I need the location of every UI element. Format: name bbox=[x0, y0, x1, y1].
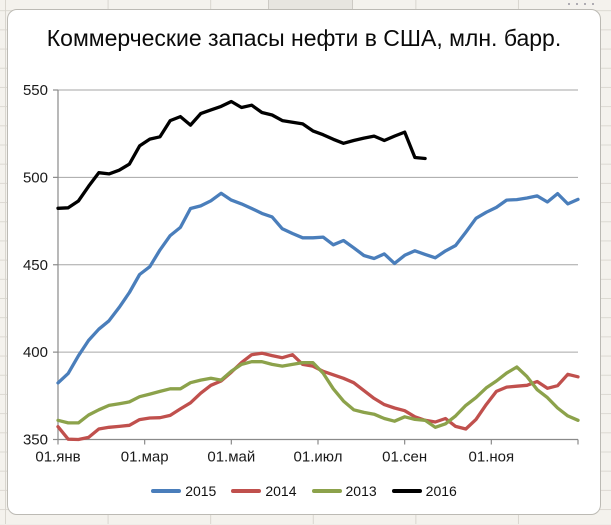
legend-item-2015: 2015 bbox=[151, 483, 216, 499]
clipped-cell bbox=[268, 0, 595, 10]
legend-item-2016: 2016 bbox=[391, 483, 457, 499]
series-line-2016 bbox=[56, 99, 427, 210]
chart-object[interactable]: Коммерческие запасы нефти в США, млн. ба… bbox=[7, 9, 601, 515]
x-tick-label-01.янв: 01.янв bbox=[35, 449, 80, 466]
y-tick-label-500: 500 bbox=[23, 169, 48, 186]
legend-swatch-2016 bbox=[391, 489, 422, 493]
legend-label-2014: 2014 bbox=[265, 483, 297, 499]
x-tick-label-01.ноя: 01.ноя bbox=[469, 449, 515, 466]
legend-label-2016: 2016 bbox=[425, 483, 457, 499]
y-tick-label-400: 400 bbox=[23, 344, 48, 361]
chart-legend: 2015 2014 2013 2016 bbox=[8, 483, 600, 499]
legend-item-2014: 2014 bbox=[231, 483, 297, 499]
y-tick-label-450: 450 bbox=[23, 257, 48, 274]
x-tick-label-01.сен: 01.сен bbox=[382, 449, 427, 466]
x-tick-label-01.май: 01.май bbox=[207, 449, 255, 466]
clipped-cell-content bbox=[565, 1, 595, 6]
x-tick-label-01.июл: 01.июл bbox=[294, 449, 343, 466]
legend-label-2013: 2013 bbox=[345, 483, 377, 499]
legend-swatch-2013 bbox=[311, 489, 342, 493]
chart-title: Коммерческие запасы нефти в США, млн. ба… bbox=[46, 25, 562, 51]
legend-item-2013: 2013 bbox=[311, 483, 377, 499]
series-line-2015 bbox=[56, 191, 580, 385]
series-line-2013 bbox=[56, 360, 580, 429]
legend-swatch-2014 bbox=[231, 489, 262, 493]
legend-label-2015: 2015 bbox=[185, 483, 217, 499]
x-tick-label-01.мар: 01.мар bbox=[121, 449, 169, 466]
y-tick-label-350: 350 bbox=[23, 432, 48, 449]
legend-swatch-2015 bbox=[151, 489, 182, 493]
y-tick-label-550: 550 bbox=[23, 82, 48, 99]
